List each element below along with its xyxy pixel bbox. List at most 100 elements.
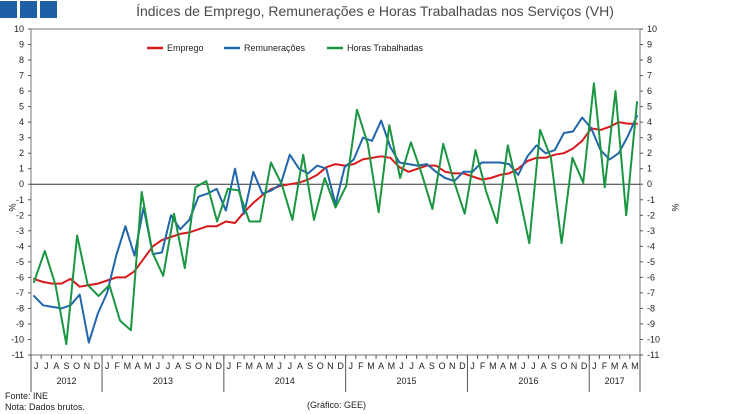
month-label: A bbox=[175, 361, 181, 371]
y-tick-label-right: -10 bbox=[647, 334, 660, 344]
month-label: D bbox=[581, 361, 588, 371]
month-label: M bbox=[388, 361, 396, 371]
year-label: 2013 bbox=[153, 376, 173, 386]
month-label: M bbox=[611, 361, 619, 371]
month-label: J bbox=[348, 361, 353, 371]
y-tick-label-right: -2 bbox=[647, 210, 655, 220]
month-label: A bbox=[500, 361, 506, 371]
logo-square-3 bbox=[40, 1, 57, 18]
y-tick-label-right: -9 bbox=[647, 319, 655, 329]
year-label: 2017 bbox=[605, 376, 625, 386]
y-tick-label-right: 7 bbox=[647, 71, 652, 81]
month-label: F bbox=[480, 361, 486, 371]
chart-title: Índices de Emprego, Remunerações e Horas… bbox=[136, 3, 614, 19]
month-label: O bbox=[317, 361, 324, 371]
month-label: A bbox=[541, 361, 547, 371]
month-label: F bbox=[358, 361, 364, 371]
month-label: J bbox=[34, 361, 39, 371]
series-line-horas-trabalhadas bbox=[33, 82, 638, 346]
legend-label: Remunerações bbox=[244, 43, 306, 53]
y-tick-label-right: -3 bbox=[647, 226, 655, 236]
month-label: S bbox=[307, 361, 313, 371]
y-tick-label-right: 5 bbox=[647, 102, 652, 112]
y-tick-label-left: 10 bbox=[14, 24, 24, 34]
y-tick-label-left: 1 bbox=[19, 164, 24, 174]
month-label: A bbox=[135, 361, 141, 371]
y-tick-label-left: -8 bbox=[16, 303, 24, 313]
data-note: Nota: Dados brutos. bbox=[5, 402, 86, 412]
month-label: N bbox=[327, 361, 334, 371]
month-label: J bbox=[277, 361, 282, 371]
y-tick-label-left: 6 bbox=[19, 86, 24, 96]
month-label: O bbox=[560, 361, 567, 371]
month-label: A bbox=[419, 361, 425, 371]
y-tick-label-left: 4 bbox=[19, 117, 24, 127]
month-label: A bbox=[53, 361, 59, 371]
y-tick-label-left: -4 bbox=[16, 241, 24, 251]
month-label: M bbox=[367, 361, 375, 371]
y-tick-label-left: -11 bbox=[12, 350, 24, 360]
month-label: J bbox=[470, 361, 475, 371]
month-label: N bbox=[84, 361, 91, 371]
month-label: D bbox=[459, 361, 466, 371]
month-label: O bbox=[73, 361, 80, 371]
series-line-remuneracoes bbox=[33, 114, 638, 344]
y-tick-label-left: 9 bbox=[19, 40, 24, 50]
y-tick-label-left: -3 bbox=[16, 226, 24, 236]
year-label: 2016 bbox=[518, 376, 538, 386]
y-tick-label-right: 10 bbox=[647, 24, 657, 34]
y-tick-label-right: -4 bbox=[647, 241, 655, 251]
y-tick-label-right: 6 bbox=[647, 86, 652, 96]
month-label: J bbox=[592, 361, 597, 371]
y-tick-label-right: -1 bbox=[647, 195, 655, 205]
y-tick-label-right: 0 bbox=[647, 179, 652, 189]
month-label: M bbox=[245, 361, 253, 371]
y-tick-label-right: 4 bbox=[647, 117, 652, 127]
month-label: J bbox=[288, 361, 293, 371]
month-label: F bbox=[602, 361, 608, 371]
month-label: A bbox=[256, 361, 262, 371]
month-label: M bbox=[124, 361, 132, 371]
month-label: J bbox=[409, 361, 414, 371]
year-label: 2014 bbox=[275, 376, 295, 386]
y-tick-label-left: -1 bbox=[16, 195, 24, 205]
month-label: A bbox=[297, 361, 303, 371]
y-tick-label-left: -6 bbox=[16, 272, 24, 282]
y-tick-label-right: -8 bbox=[647, 303, 655, 313]
month-label: N bbox=[571, 361, 578, 371]
month-label: J bbox=[156, 361, 161, 371]
month-label: D bbox=[337, 361, 344, 371]
month-label: S bbox=[429, 361, 435, 371]
y-tick-label-left: 3 bbox=[19, 133, 24, 143]
y-tick-label-left: -2 bbox=[16, 210, 24, 220]
y-tick-label-right: 3 bbox=[647, 133, 652, 143]
y-tick-label-right: 8 bbox=[647, 55, 652, 65]
year-label: 2015 bbox=[397, 376, 417, 386]
month-label: M bbox=[631, 361, 639, 371]
y-tick-label-right: 2 bbox=[647, 148, 652, 158]
y-tick-label-left: -9 bbox=[16, 319, 24, 329]
y-axis-label-left: % bbox=[7, 204, 17, 212]
y-tick-label-right: -5 bbox=[647, 257, 655, 267]
y-tick-label-right: -6 bbox=[647, 272, 655, 282]
month-label: D bbox=[216, 361, 223, 371]
y-tick-label-left: -5 bbox=[16, 257, 24, 267]
y-tick-label-left: -7 bbox=[16, 288, 24, 298]
logo-square-1 bbox=[0, 1, 17, 18]
month-label: A bbox=[378, 361, 384, 371]
y-tick-label-left: 5 bbox=[19, 102, 24, 112]
month-label: O bbox=[439, 361, 446, 371]
y-tick-label-left: 8 bbox=[19, 55, 24, 65]
month-label: J bbox=[521, 361, 526, 371]
y-tick-label-right: 1 bbox=[647, 164, 652, 174]
y-axis-label-right: % bbox=[670, 204, 680, 212]
y-tick-label-right: -7 bbox=[647, 288, 655, 298]
month-label: A bbox=[622, 361, 628, 371]
source-note: Fonte: INE bbox=[5, 391, 49, 401]
y-tick-label-left: 0 bbox=[19, 179, 24, 189]
y-tick-label-left: 7 bbox=[19, 71, 24, 81]
logo-square-2 bbox=[20, 1, 37, 18]
month-label: M bbox=[509, 361, 517, 371]
y-tick-label-right: 9 bbox=[647, 40, 652, 50]
